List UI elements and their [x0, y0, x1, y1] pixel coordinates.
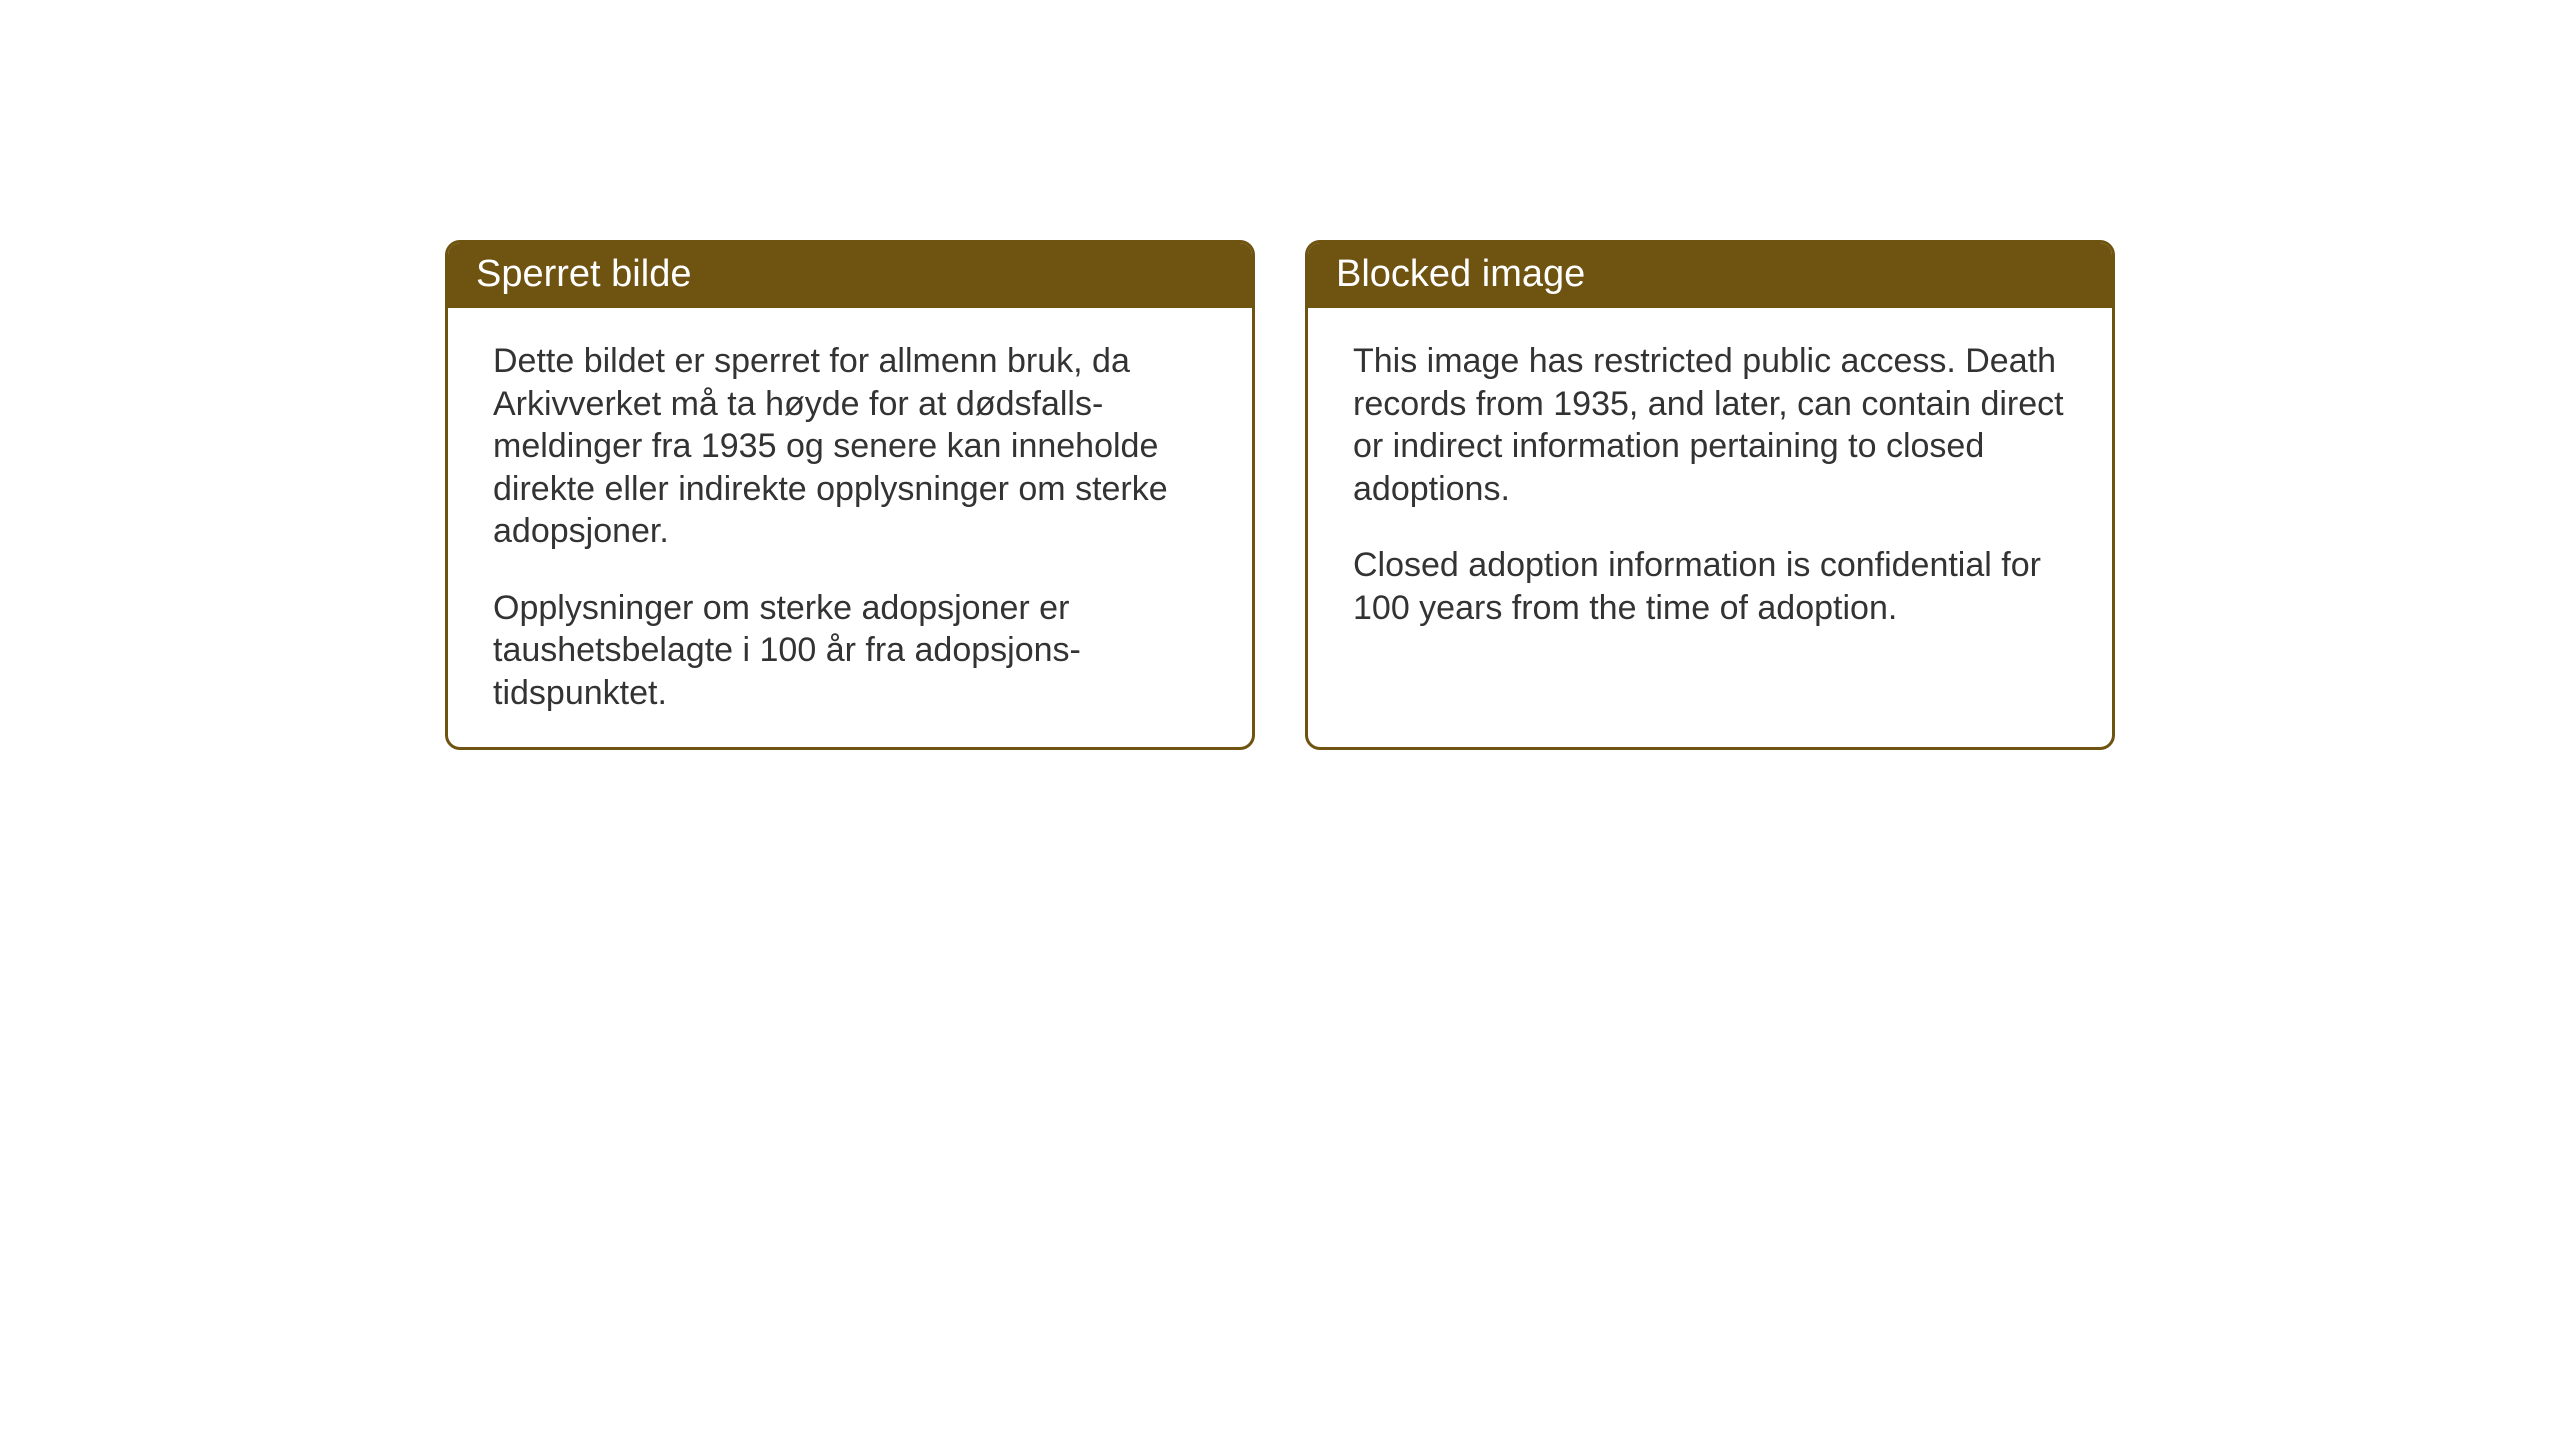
card-body-norwegian: Dette bildet er sperret for allmenn bruk… — [448, 308, 1252, 746]
card-paragraph-1-english: This image has restricted public access.… — [1353, 340, 2067, 510]
notice-container: Sperret bilde Dette bildet er sperret fo… — [445, 240, 2115, 750]
card-paragraph-2-english: Closed adoption information is confident… — [1353, 544, 2067, 629]
card-title-norwegian: Sperret bilde — [476, 253, 691, 295]
notice-card-english: Blocked image This image has restricted … — [1305, 240, 2115, 750]
notice-card-norwegian: Sperret bilde Dette bildet er sperret fo… — [445, 240, 1255, 750]
card-body-english: This image has restricted public access.… — [1308, 308, 2112, 661]
card-paragraph-2-norwegian: Opplysninger om sterke adopsjoner er tau… — [493, 587, 1207, 715]
card-header-english: Blocked image — [1308, 243, 2112, 308]
card-header-norwegian: Sperret bilde — [448, 243, 1252, 308]
card-title-english: Blocked image — [1336, 253, 1585, 295]
card-paragraph-1-norwegian: Dette bildet er sperret for allmenn bruk… — [493, 340, 1207, 553]
